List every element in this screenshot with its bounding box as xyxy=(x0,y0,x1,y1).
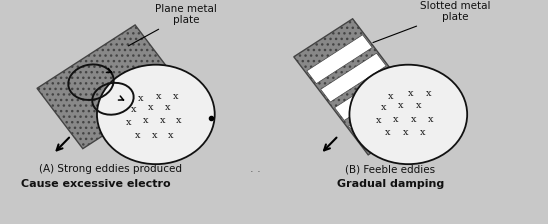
Polygon shape xyxy=(349,90,414,139)
Text: x: x xyxy=(427,114,433,123)
Text: x: x xyxy=(385,128,390,137)
Text: x: x xyxy=(135,131,141,140)
Text: x: x xyxy=(143,116,149,125)
Text: x: x xyxy=(168,131,174,140)
Ellipse shape xyxy=(350,65,467,164)
Polygon shape xyxy=(307,35,372,84)
Polygon shape xyxy=(335,71,400,121)
Text: x: x xyxy=(375,116,381,125)
Text: Gradual damping: Gradual damping xyxy=(336,179,444,189)
Polygon shape xyxy=(294,19,427,155)
Text: Plane metal
plate: Plane metal plate xyxy=(128,4,216,46)
Text: x: x xyxy=(397,101,403,110)
Polygon shape xyxy=(321,53,386,102)
Text: x: x xyxy=(156,92,162,101)
Text: x: x xyxy=(392,114,398,123)
Text: . .: . . xyxy=(250,164,261,174)
Text: x: x xyxy=(408,89,413,98)
Polygon shape xyxy=(37,25,181,149)
Text: x: x xyxy=(173,92,179,101)
Text: x: x xyxy=(381,103,386,112)
Text: x: x xyxy=(160,116,165,125)
Text: Slotted metal
plate: Slotted metal plate xyxy=(373,1,490,43)
Text: x: x xyxy=(126,118,132,127)
Text: x: x xyxy=(138,94,144,103)
Text: Cause excessive electro: Cause excessive electro xyxy=(21,179,171,189)
Text: (B) Feeble eddies: (B) Feeble eddies xyxy=(345,164,436,174)
Text: x: x xyxy=(148,103,153,112)
Text: x: x xyxy=(131,105,136,114)
Text: x: x xyxy=(403,128,408,137)
Text: x: x xyxy=(176,116,181,125)
Text: x: x xyxy=(410,114,416,123)
Text: x: x xyxy=(387,92,393,101)
Text: x: x xyxy=(165,103,170,112)
Ellipse shape xyxy=(97,65,215,164)
Text: (A) Strong eddies produced: (A) Strong eddies produced xyxy=(39,164,182,174)
Text: x: x xyxy=(420,128,425,137)
Text: x: x xyxy=(425,89,431,98)
Text: x: x xyxy=(152,131,158,140)
Text: x: x xyxy=(415,101,421,110)
